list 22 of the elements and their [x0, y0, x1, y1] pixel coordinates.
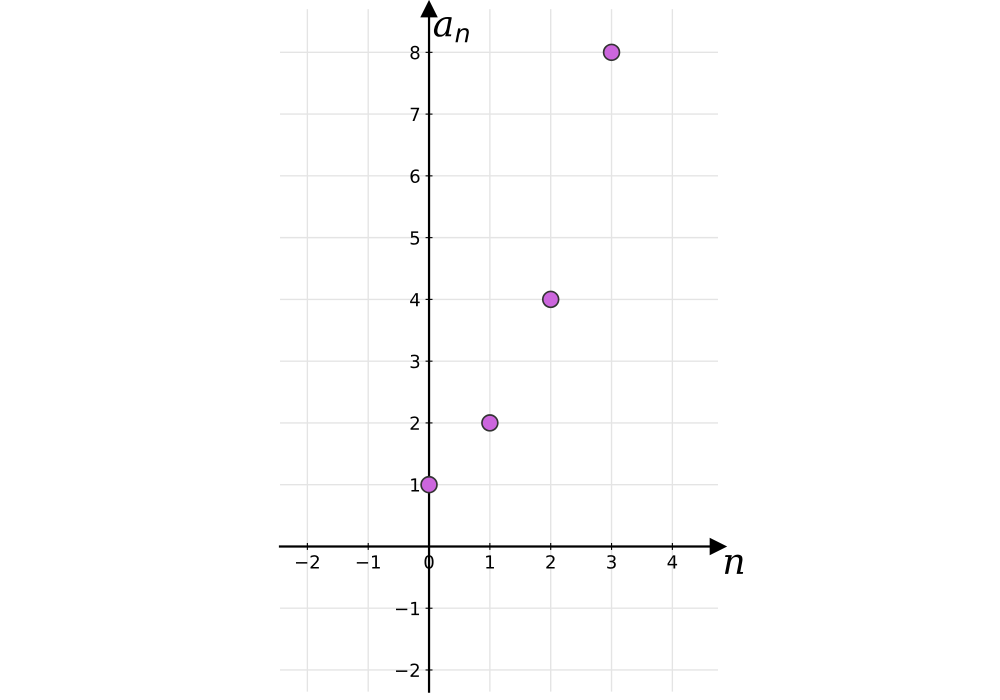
x-tick-label: 1: [486, 555, 494, 569]
y-tick-label: 4: [410, 293, 420, 306]
y-tick-label: 6: [410, 169, 420, 183]
x-tick-label: 4: [668, 555, 678, 569]
point: [420, 476, 438, 494]
x-tick-label: 2: [546, 555, 555, 569]
x-tick-label: 3: [607, 555, 616, 569]
y-tick-label: 2: [410, 416, 419, 430]
y-tick-label: 1: [411, 478, 420, 492]
y-tick-label: 7: [410, 108, 420, 121]
point: [481, 414, 499, 432]
point: [542, 290, 560, 308]
y-axis-title: a$_{n}$: [434, 17, 469, 42]
y-tick-label: 5: [410, 231, 420, 245]
y-tick-label: −1: [396, 602, 420, 616]
point: [602, 44, 620, 62]
y-tick-label: −2: [396, 663, 419, 677]
x-tick-label: −1: [356, 555, 380, 569]
y-tick-label: 8: [410, 46, 420, 60]
x-tick-label: −2: [296, 555, 319, 569]
y-tick-label: 3: [410, 354, 420, 368]
x-axis-title: n: [724, 554, 744, 574]
